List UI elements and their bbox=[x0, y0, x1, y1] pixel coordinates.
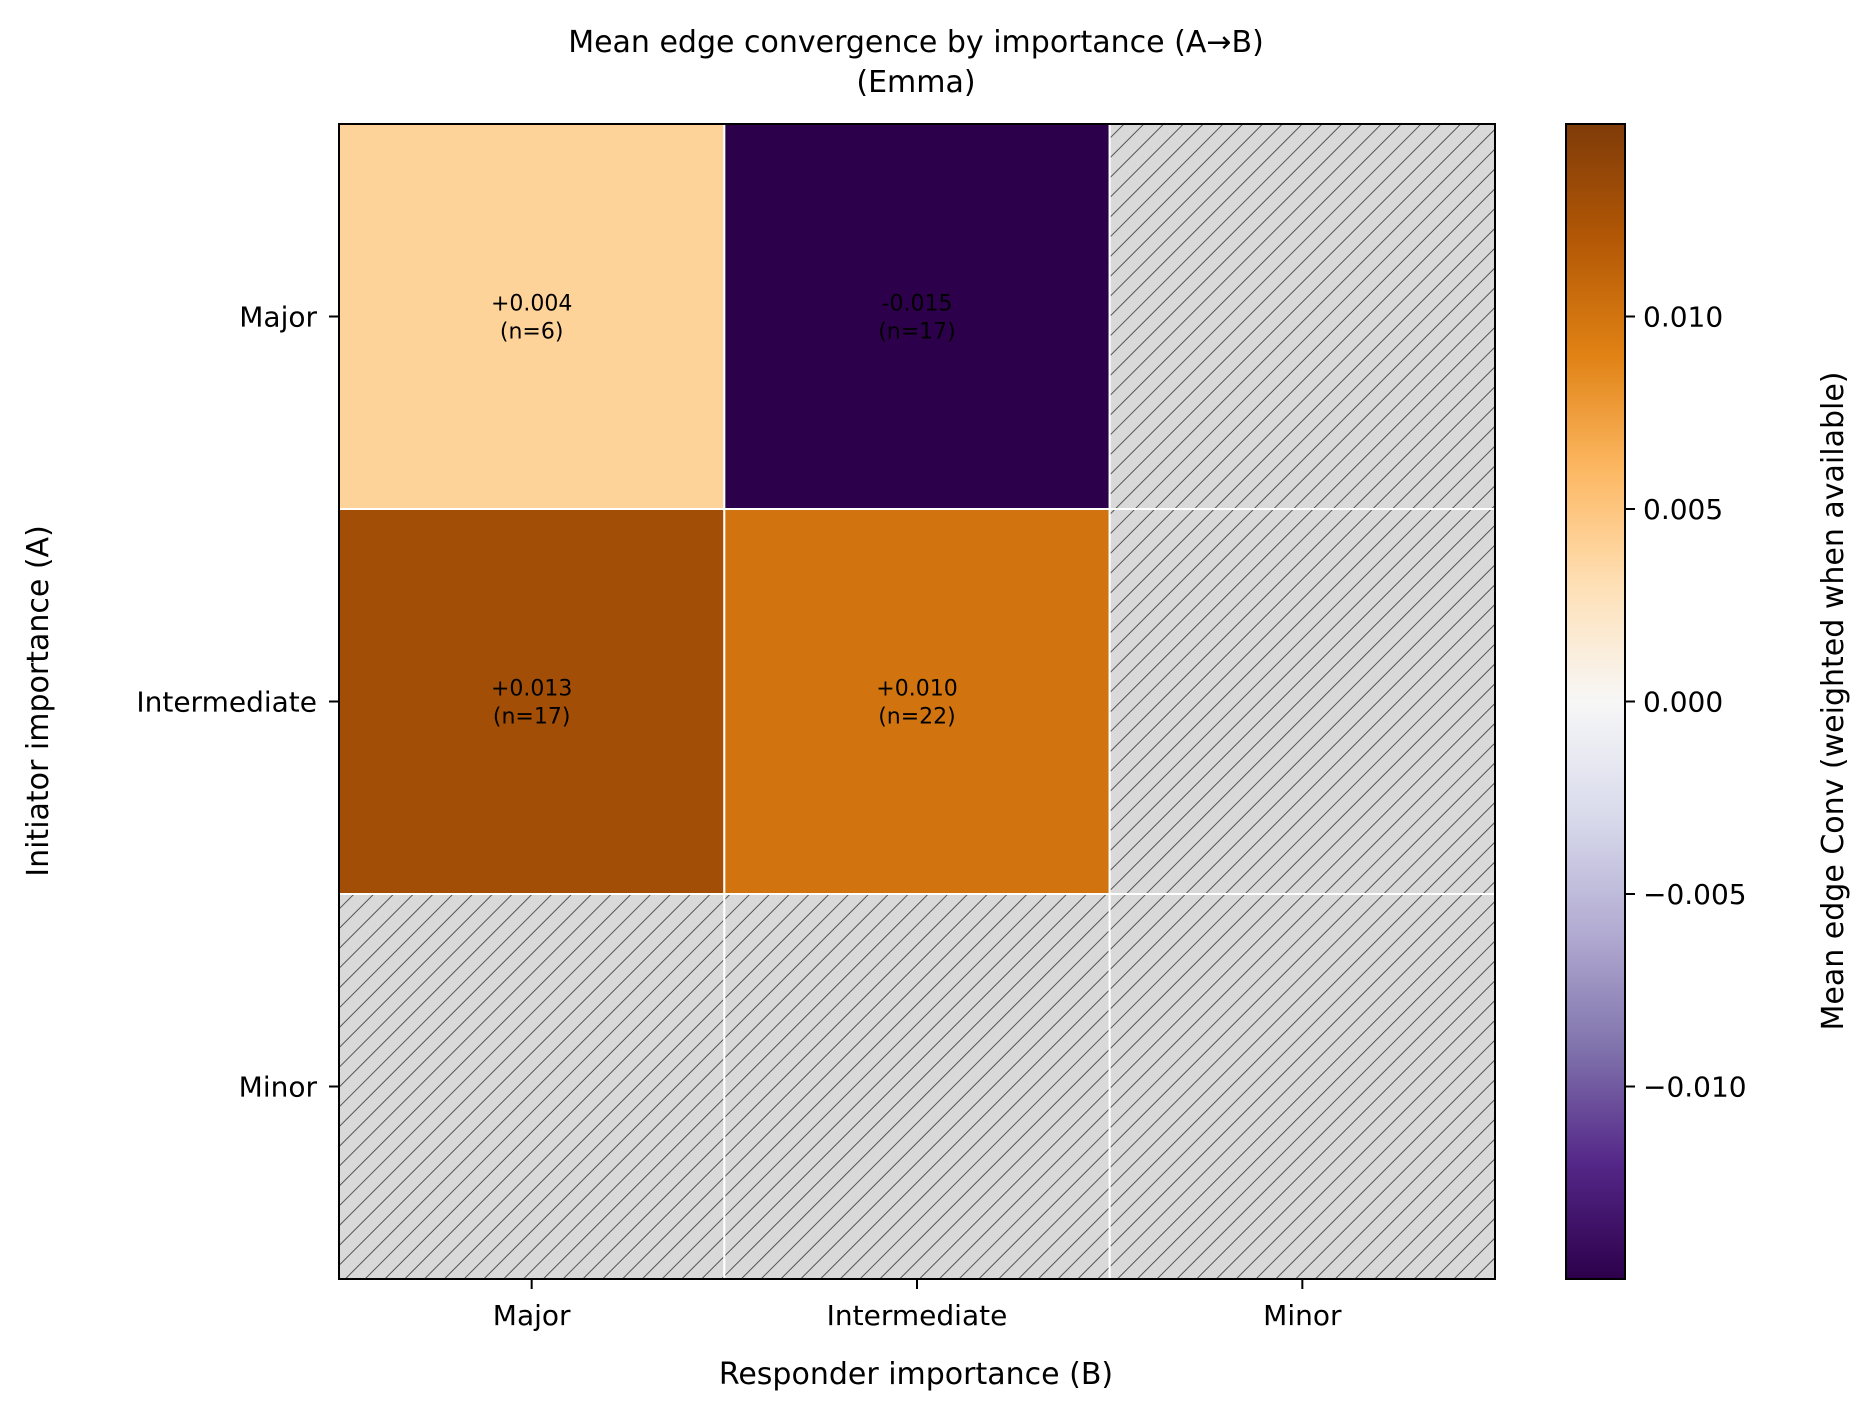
colorbar-tick-label: −0.010 bbox=[1643, 1071, 1747, 1104]
heatmap-cell-r1-c0 bbox=[338, 508, 726, 895]
chart-title: Mean edge convergence by importance (A→B… bbox=[568, 25, 1264, 60]
chart-subtitle: (Emma) bbox=[856, 65, 975, 100]
y-axis-label: Initiator importance (A) bbox=[21, 525, 56, 877]
colorbar-tick-label: 0.005 bbox=[1643, 493, 1723, 526]
cell-labels: +0.004 (n=6) -0.015 (n=17) +0.013 (n=17) +0.01… bbox=[491, 292, 958, 730]
heatmap-cell-r2-c1 bbox=[723, 893, 1111, 1280]
y-axis-ticks: Major Intermediate Minor bbox=[136, 301, 339, 1104]
heatmap-cell-r0-c2 bbox=[1108, 123, 1496, 510]
y-tick-label: Intermediate bbox=[136, 686, 317, 719]
cell-count-label: (n=17) bbox=[493, 705, 571, 730]
heatmap-cells bbox=[338, 123, 1496, 1280]
cell-value-label: +0.013 bbox=[491, 677, 572, 702]
heatmap-cell-r1-c1 bbox=[723, 508, 1111, 895]
x-tick-label: Minor bbox=[1263, 1299, 1342, 1332]
y-tick-label: Minor bbox=[239, 1071, 318, 1104]
cell-count-label: (n=6) bbox=[500, 320, 564, 345]
cell-count-label: (n=22) bbox=[878, 705, 956, 730]
colorbar-tick-label: −0.005 bbox=[1643, 878, 1747, 911]
heatmap-cell-r0-c0 bbox=[338, 123, 726, 510]
heatmap-cell-r1-c2 bbox=[1108, 508, 1496, 895]
x-axis-label: Responder importance (B) bbox=[719, 1357, 1113, 1392]
x-tick-label: Major bbox=[493, 1299, 571, 1332]
colorbar bbox=[1565, 123, 1626, 1280]
colorbar-tick-label: 0.010 bbox=[1643, 301, 1723, 334]
heatmap-cell-r2-c0 bbox=[338, 893, 726, 1280]
cell-value-label: +0.004 bbox=[491, 292, 572, 317]
colorbar-label: Mean edge Conv (weighted when available) bbox=[1816, 372, 1851, 1031]
x-tick-label: Intermediate bbox=[827, 1299, 1008, 1332]
cell-value-label: +0.010 bbox=[876, 677, 957, 702]
colorbar-ticks: 0.010 0.005 0.000 −0.005 −0.010 bbox=[1625, 301, 1747, 1104]
y-tick-label: Major bbox=[239, 301, 317, 334]
x-axis-ticks: Major Intermediate Minor bbox=[493, 1279, 1342, 1332]
cell-count-label: (n=17) bbox=[878, 320, 956, 345]
cell-value-label: -0.015 bbox=[882, 292, 953, 317]
colorbar-tick-label: 0.000 bbox=[1643, 686, 1723, 719]
heatmap-cell-r0-c1 bbox=[723, 123, 1111, 510]
heatmap-cell-r2-c2 bbox=[1108, 893, 1496, 1280]
